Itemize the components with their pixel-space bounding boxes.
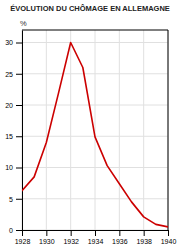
x-tick: 1930 [39, 230, 55, 245]
y-axis: 0 5 10 15 20 25 30 [5, 31, 22, 234]
title: ÉVOLUTION DU CHÔMAGE EN ALLEMAGNE [10, 4, 170, 13]
x-tick-mark [168, 230, 169, 236]
y-tick: 10 [5, 164, 22, 171]
y-tick-label: 0 [9, 227, 13, 234]
y-tick-label: 10 [5, 164, 13, 171]
x-grid-line [95, 30, 96, 230]
data-line [22, 43, 168, 227]
y-tick-label: 5 [9, 195, 13, 202]
x-tick-label: 1936 [112, 238, 128, 245]
x-tick-mark [95, 230, 96, 236]
x-tick-mark [119, 230, 120, 236]
plot-frame [168, 30, 169, 230]
y-tick-mark [16, 199, 22, 200]
x-grid-line [168, 30, 169, 230]
y-tick-mark [16, 230, 22, 231]
y-tick: 15 [5, 133, 22, 140]
y-grid-line [22, 105, 168, 106]
y-tick-mark [16, 168, 22, 169]
x-grid-line [119, 30, 120, 230]
y-tick-mark [16, 74, 22, 75]
x-tick-label: 1928 [15, 238, 31, 245]
x-axis: 1928 1930 1932 1934 1936 1938 1940 [15, 230, 177, 245]
y-tick-label: 15 [5, 133, 13, 140]
y-tick-label: 20 [5, 102, 13, 109]
x-grid-line [70, 30, 71, 230]
x-tick-label: 1930 [39, 238, 55, 245]
y-grid-line [22, 167, 168, 168]
y-tick: 5 [9, 195, 22, 202]
y-tick-label: 25 [5, 70, 13, 77]
x-grid-line [22, 30, 23, 230]
x-tick-mark [144, 230, 145, 236]
x-tick-label: 1934 [88, 238, 104, 245]
plot-frame [22, 30, 168, 31]
x-tick: 1932 [63, 230, 79, 245]
x-tick-mark [46, 230, 47, 236]
x-tick-mark [71, 230, 72, 236]
plot-area: 1928 1930 1932 1934 1936 1938 1940 0 5 10 15 20 25 30 [5, 30, 176, 245]
x-tick: 1934 [88, 230, 104, 245]
x-tick: 1938 [136, 230, 152, 245]
grid [22, 30, 168, 230]
x-tick-label: 1940 [161, 238, 177, 245]
y-grid-line [22, 73, 168, 74]
y-axis-line [22, 31, 23, 231]
x-tick-label: 1932 [63, 238, 79, 245]
x-tick: 1940 [161, 230, 177, 245]
y-tick-mark [16, 136, 22, 137]
y-tick: 0 [9, 227, 22, 234]
x-tick: 1936 [112, 230, 128, 245]
y-tick-label: 30 [5, 39, 13, 46]
y-tick: 30 [5, 39, 22, 46]
x-tick-label: 1938 [136, 238, 152, 245]
y-tick: 20 [5, 102, 22, 109]
y-grid-line [22, 42, 168, 43]
y-tick-mark [16, 43, 22, 44]
x-grid-line [46, 30, 47, 230]
y-tick-mark [16, 105, 22, 106]
x-tick-mark [22, 230, 23, 236]
chart: ÉVOLUTION DU CHÔMAGE EN ALLEMAGNE 1928 193… [0, 0, 180, 246]
x-tick: 1928 [15, 230, 31, 245]
y-grid-line [22, 198, 168, 199]
marks [22, 43, 168, 227]
y-label: % [20, 19, 27, 28]
y-tick: 25 [5, 70, 22, 77]
x-grid-line [143, 30, 144, 230]
